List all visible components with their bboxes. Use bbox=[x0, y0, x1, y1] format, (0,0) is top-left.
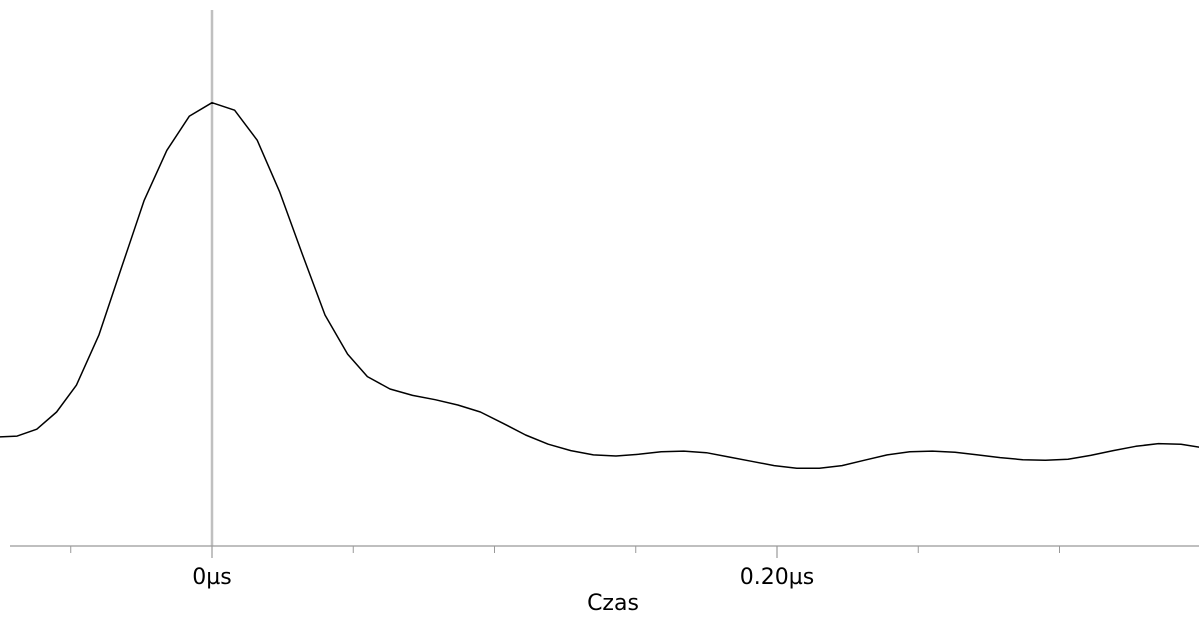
x-axis-title: Czas bbox=[587, 591, 639, 616]
marker-lines bbox=[210, 10, 214, 546]
tick-label-1: 0.20µs bbox=[740, 565, 814, 590]
series-line bbox=[0, 101, 1199, 470]
tick-label-0: 0µs bbox=[192, 565, 231, 590]
x-axis-ticks bbox=[70, 546, 1060, 558]
